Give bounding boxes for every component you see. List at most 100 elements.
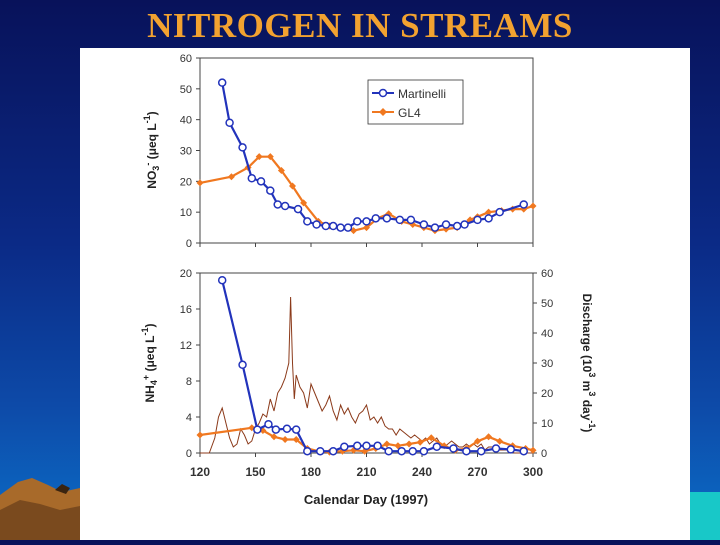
bottom-martinelli-point <box>476 446 486 456</box>
bottom-gl4-point <box>405 440 413 448</box>
legend-marker-gl4 <box>379 108 387 116</box>
top-martinelli-point <box>217 78 227 87</box>
top-martinelli-point <box>395 215 405 225</box>
top-martinelli-point <box>519 200 528 209</box>
bottom-gl4-point <box>383 440 391 448</box>
bottom-martinelli-point <box>282 424 292 433</box>
top-martinelli-point <box>256 177 266 186</box>
bottom-y-tick-label: 20 <box>180 268 192 280</box>
top-martinelli-point <box>362 217 371 226</box>
legend: Martinelli GL4 <box>367 79 464 125</box>
bottom-martinelli-point <box>397 446 406 456</box>
x-tick-label: 150 <box>245 465 265 479</box>
top-gl4-point <box>289 182 296 190</box>
bottom-gl4-point <box>292 436 300 443</box>
top-gl4-point <box>196 179 204 187</box>
bottom-y2-axis-label: Discharge (103 m3 day-1) <box>580 294 597 433</box>
bottom-y-tick-label: 16 <box>180 304 192 316</box>
top-martinelli-point <box>312 220 321 229</box>
bottom-martinelli-point <box>432 442 442 451</box>
x-tick-label: 120 <box>190 465 210 479</box>
bottom-gl4-point <box>529 446 537 454</box>
top-gl4-point <box>255 153 263 161</box>
top-martinelli-point <box>406 215 416 225</box>
figure-panel: Martinelli GL4 NO3- (μeq L-1) NH4+ (μeq … <box>80 48 690 540</box>
top-y-tick-label: 50 <box>180 84 192 96</box>
top-martinelli-point <box>293 204 303 214</box>
top-martinelli-point <box>336 223 345 232</box>
bottom-y-tick-label: 8 <box>186 376 192 388</box>
bottom-martinelli-point <box>362 441 371 451</box>
bottom-gl4-point <box>416 438 424 446</box>
bottom-gl4-point <box>496 437 504 445</box>
bottom-y-tick-label: 4 <box>186 412 192 424</box>
bottom-martinelli-point <box>303 446 312 456</box>
top-martinelli-point <box>419 220 429 229</box>
bottom-martinelli-point <box>238 360 247 370</box>
bottom-y-tick-label: 0 <box>186 448 192 460</box>
top-y-tick-label: 30 <box>180 146 192 158</box>
bottom-martinelli-point <box>253 425 262 434</box>
top-martinelli-point <box>473 215 482 225</box>
top-martinelli-point <box>484 214 493 223</box>
legend-label-martinelli: Martinelli <box>398 87 446 101</box>
top-martinelli-point <box>430 223 440 232</box>
top-martinelli-point <box>452 221 462 231</box>
bottom-martinelli-point <box>291 425 301 434</box>
top-gl4-point <box>300 199 308 207</box>
bottom-y2-tick-label: 60 <box>541 268 553 280</box>
bottom-y-tick-label: 12 <box>180 340 192 352</box>
landscape-decoration <box>0 478 80 540</box>
top-y-axis-label: NO3- (μeq L-1) <box>142 111 161 188</box>
bottom-martinelli-point <box>491 444 501 453</box>
bottom-y2-tick-label: 20 <box>541 388 553 400</box>
bottom-martinelli-point <box>408 446 417 456</box>
bottom-y2-tick-label: 10 <box>541 418 553 430</box>
top-gl4-line <box>199 155 534 232</box>
bottom-martinelli-point <box>328 446 338 456</box>
top-gl4-point <box>485 208 493 216</box>
top-martinelli-point <box>382 214 392 223</box>
top-y-tick-label: 10 <box>180 207 192 219</box>
top-y-tick-label: 20 <box>180 176 192 188</box>
discharge-line <box>200 296 533 454</box>
bottom-gl4-point <box>196 431 204 439</box>
top-martinelli-point <box>238 143 247 152</box>
top-martinelli-point <box>266 186 275 195</box>
bottom-martinelli-point <box>384 446 393 456</box>
bottom-martinelli-point <box>419 446 429 456</box>
bottom-martinelli-point <box>340 442 349 451</box>
top-martinelli-point <box>441 220 451 229</box>
top-martinelli-point <box>280 201 290 211</box>
top-y-tick-label: 60 <box>180 53 192 65</box>
bottom-gl4-point <box>270 433 278 441</box>
nitrogen-figure: Martinelli GL4 NO3- (μeq L-1) NH4+ (μeq … <box>140 53 597 507</box>
top-gl4-point <box>529 202 537 210</box>
x-tick-label: 240 <box>412 465 432 479</box>
legend-label-gl4: GL4 <box>398 106 421 120</box>
bottom-martinelli-point <box>462 446 471 456</box>
bottom-martinelli-point <box>506 445 516 454</box>
top-y-tick-label: 0 <box>186 238 192 250</box>
top-martinelli-point <box>495 207 504 217</box>
bottom-y2-tick-label: 50 <box>541 298 553 310</box>
bottom-y2-tick-label: 0 <box>541 448 547 460</box>
top-martinelli-point <box>303 217 312 226</box>
top-martinelli-point <box>328 221 338 231</box>
top-martinelli-point <box>460 220 469 229</box>
top-gl4-point <box>363 224 370 232</box>
slide-title: NITROGEN IN STREAMS <box>147 6 573 45</box>
top-martinelli-point <box>273 200 282 209</box>
top-gl4-point <box>227 173 235 181</box>
bottom-martinelli-point <box>271 425 281 434</box>
x-tick-label: 300 <box>523 465 543 479</box>
x-tick-label: 210 <box>356 465 376 479</box>
bottom-y2-tick-label: 40 <box>541 328 553 340</box>
x-tick-label: 180 <box>301 465 321 479</box>
bottom-gl4-point <box>485 433 493 441</box>
top-gl4-point <box>266 153 274 161</box>
bottom-martinelli-point <box>353 441 362 451</box>
x-tick-label: 270 <box>467 465 487 479</box>
top-martinelli-point <box>371 214 380 223</box>
top-martinelli-point <box>343 223 353 232</box>
